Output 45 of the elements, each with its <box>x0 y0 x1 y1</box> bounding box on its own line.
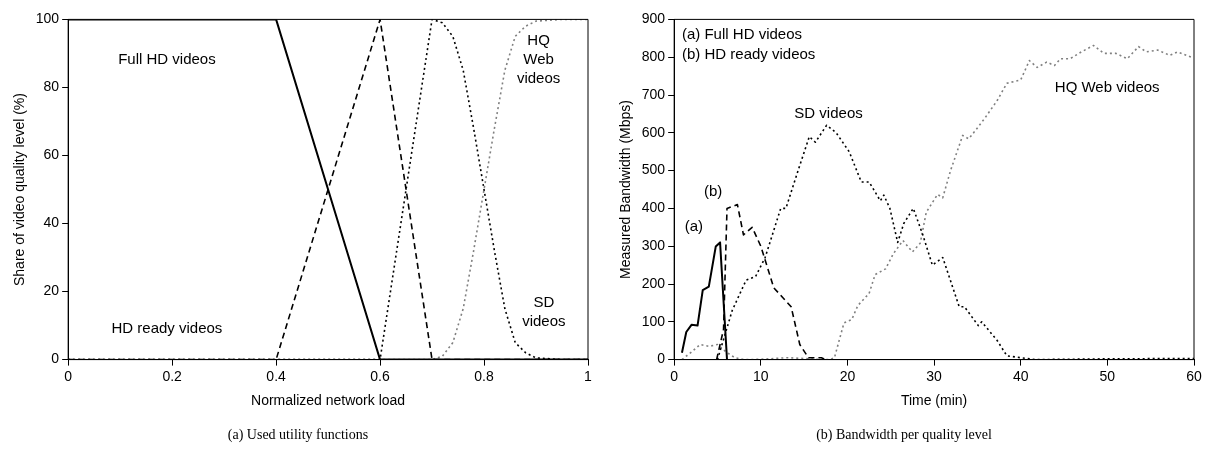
annotation: SD videos <box>522 292 566 329</box>
y-tick-label: 20 <box>43 282 60 299</box>
annotation: SD videos <box>794 104 863 122</box>
annotation: (a) Full HD videos <box>681 24 802 42</box>
annotation: HQ Web videos <box>1054 77 1160 95</box>
annotation: HD ready videos <box>111 319 223 337</box>
y-tick-label: 0 <box>51 350 60 367</box>
x-tick-label: 0 <box>670 367 679 384</box>
y-tick-label: 900 <box>641 10 666 27</box>
text: (a) Used utility functions <box>227 427 369 444</box>
y-tick-label: 100 <box>35 10 60 27</box>
annotation: HQ Web videos <box>516 31 561 87</box>
y-tick-label: 800 <box>641 48 666 65</box>
annotation: (a) <box>684 217 704 235</box>
x-tick-label: 50 <box>1099 367 1116 384</box>
y-tick-label: 400 <box>641 199 666 216</box>
x-tick-label: 0.6 <box>370 367 390 384</box>
annotation: (b) HD ready videos <box>681 45 816 63</box>
x-tick-label: 30 <box>926 367 943 384</box>
y-tick-label: 200 <box>641 274 666 291</box>
y-tick-label: 80 <box>43 78 60 95</box>
x-tick-label: 0.4 <box>266 367 287 384</box>
x-tick-label: 0 <box>64 367 73 384</box>
x-tick-label: 10 <box>753 367 769 384</box>
y-tick-label: 600 <box>641 123 666 140</box>
x-tick-label: 1 <box>584 367 593 384</box>
x-tick-label: 60 <box>1186 367 1202 384</box>
y-tick-label: 40 <box>43 214 60 231</box>
text: (b) Bandwidth per quality level <box>816 427 992 444</box>
y-tick-label: 300 <box>641 237 666 254</box>
y-tick-label: 60 <box>43 146 60 163</box>
y-tick-label: 100 <box>641 312 666 329</box>
x-tick-label: 20 <box>839 367 856 384</box>
annotation: Full HD videos <box>118 50 216 68</box>
x-axis-title: Time (min) <box>900 391 968 408</box>
y-axis-title: Share of video quality level (%) <box>11 93 28 286</box>
x-tick-label: 0.2 <box>162 367 183 384</box>
y-tick-label: 500 <box>641 161 666 178</box>
y-tick-label: 0 <box>657 350 666 367</box>
x-tick-label: 40 <box>1012 367 1029 384</box>
y-tick-label: 700 <box>641 85 666 102</box>
annotation: (b) <box>703 181 723 199</box>
x-axis-title: Normalized network load <box>251 391 406 408</box>
x-tick-label: 0.8 <box>474 367 494 384</box>
y-axis-title: Measured Bandwidth (Mbps) <box>617 100 634 279</box>
